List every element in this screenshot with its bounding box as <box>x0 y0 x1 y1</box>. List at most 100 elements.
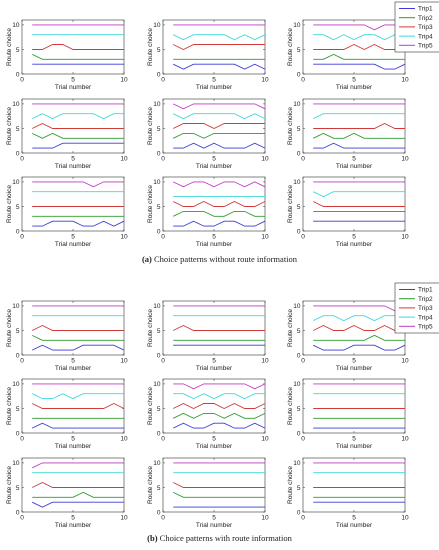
series-line-trip1 <box>32 501 124 508</box>
x-tick-label: 0 <box>161 234 165 241</box>
series-line-trip4 <box>173 113 266 120</box>
subplot-5: 0 5 10 0 5 10 Trial number Route choice <box>147 98 269 170</box>
series-line-trip2 <box>173 132 265 139</box>
y-tick-label: 5 <box>297 485 301 492</box>
y-tick-label: 10 <box>12 303 20 310</box>
series-line-trip5 <box>32 181 124 188</box>
series-line-trip3 <box>173 402 266 410</box>
x-tick-label: 0 <box>161 436 165 443</box>
y-tick-label: 10 <box>12 22 20 29</box>
subplot-15: 0 5 10 0 5 10 Trial number Route choice <box>287 378 409 450</box>
x-tick-label: 0 <box>161 358 165 365</box>
legend-entry: Trip4 <box>418 314 433 321</box>
y-tick-label: 10 <box>153 179 161 186</box>
x-tick-label: 10 <box>120 358 128 365</box>
series-line-trip4 <box>313 34 406 41</box>
subplot-6: 0 5 10 0 5 10 Trial number Route choice <box>287 98 409 170</box>
x-tick-label: 5 <box>71 515 75 522</box>
series-line-trip1 <box>313 63 406 70</box>
series-line-trip3 <box>32 481 124 488</box>
caption-a-label: (a) <box>141 254 152 264</box>
y-tick-label: 5 <box>16 204 20 211</box>
y-tick-label: 10 <box>12 381 20 388</box>
x-tick-label: 10 <box>120 156 128 163</box>
y-tick-label: 5 <box>297 126 301 133</box>
plot-frame <box>21 176 125 232</box>
x-axis-label: Trial number <box>336 365 373 372</box>
y-tick-label: 5 <box>297 328 301 335</box>
y-tick-label: 5 <box>157 126 161 133</box>
y-tick-label: 10 <box>12 460 20 467</box>
series-line-trip3 <box>173 482 265 488</box>
y-tick-label: 10 <box>153 381 161 388</box>
y-tick-label: 5 <box>157 328 161 335</box>
y-tick-label: 5 <box>157 204 161 211</box>
x-tick-label: 10 <box>261 358 269 365</box>
x-tick-label: 5 <box>352 436 356 443</box>
y-axis-label: Route choice <box>147 107 154 145</box>
series-line-trip4 <box>32 113 124 120</box>
plot-frame <box>302 98 406 154</box>
x-tick-label: 5 <box>352 515 356 522</box>
x-tick-label: 5 <box>212 77 216 84</box>
subplot-9: 0 5 10 0 5 10 Trial number Route choice <box>287 176 409 248</box>
y-tick-label: 10 <box>293 179 301 186</box>
y-tick-label: 0 <box>297 509 301 516</box>
x-tick-label: 10 <box>401 358 409 365</box>
series-line-trip2 <box>173 491 265 498</box>
series-line-trip3 <box>313 43 405 51</box>
x-tick-label: 5 <box>352 156 356 163</box>
x-tick-label: 0 <box>301 77 305 84</box>
x-tick-label: 0 <box>301 234 305 241</box>
series-line-trip3 <box>173 44 265 51</box>
x-tick-label: 5 <box>71 156 75 163</box>
x-tick-label: 10 <box>261 156 269 163</box>
caption-a: (a) Choice patterns without route inform… <box>0 254 439 264</box>
subplot-11: 0 5 10 0 5 10 Trial number Route choice <box>147 300 269 372</box>
series-line-trip2 <box>32 132 124 139</box>
series-line-trip2 <box>32 491 124 498</box>
series-line-trip2 <box>313 53 405 60</box>
x-tick-label: 5 <box>71 77 75 84</box>
series-line-trip1 <box>32 344 125 351</box>
y-tick-label: 5 <box>297 406 301 413</box>
legend-entry: Trip2 <box>418 296 433 303</box>
y-tick-label: 10 <box>153 101 161 108</box>
y-tick-label: 10 <box>153 22 161 29</box>
series-line-trip5 <box>173 383 266 390</box>
x-tick-label: 0 <box>20 358 24 365</box>
legend-box <box>394 282 439 334</box>
subplot-4: 0 5 10 0 5 10 Trial number Route choice <box>6 98 128 170</box>
legend-entry: Trip2 <box>418 15 433 22</box>
plot-frame <box>162 19 266 75</box>
x-tick-label: 5 <box>212 358 216 365</box>
x-tick-label: 10 <box>120 436 128 443</box>
x-tick-label: 0 <box>161 515 165 522</box>
series-line-trip1 <box>173 220 266 227</box>
series-line-trip1 <box>32 220 125 227</box>
x-tick-label: 5 <box>212 515 216 522</box>
series-line-trip1 <box>313 142 405 149</box>
y-axis-label: Route choice <box>287 185 294 223</box>
x-axis-label: Trial number <box>196 84 233 91</box>
y-tick-label: 0 <box>157 150 161 157</box>
series-line-trip5 <box>313 305 406 312</box>
x-tick-label: 10 <box>401 515 409 522</box>
y-tick-label: 0 <box>16 71 20 78</box>
y-tick-label: 10 <box>293 381 301 388</box>
series-line-trip4 <box>173 34 266 41</box>
x-axis-label: Trial number <box>196 163 233 170</box>
legend-entry: Trip3 <box>418 305 433 312</box>
series-line-trip3 <box>173 324 265 331</box>
series-line-trip5 <box>173 103 266 110</box>
x-axis-label: Trial number <box>196 443 233 450</box>
y-axis-label: Route choice <box>6 466 13 504</box>
x-axis-label: Trial number <box>336 522 373 529</box>
legend-entry: Trip1 <box>418 6 433 13</box>
y-tick-label: 10 <box>12 179 20 186</box>
series-line-trip3 <box>173 200 266 207</box>
series-line-trip3 <box>32 402 125 409</box>
series-line-trip3 <box>32 44 124 50</box>
subplot-14: 0 5 10 0 5 10 Trial number Route choice <box>147 378 269 450</box>
